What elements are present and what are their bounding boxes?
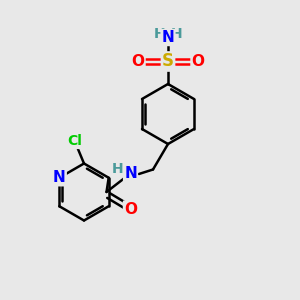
Text: O: O xyxy=(124,202,137,217)
Text: H: H xyxy=(154,27,165,41)
Text: Cl: Cl xyxy=(68,134,82,148)
Text: H: H xyxy=(171,27,182,41)
Text: N: N xyxy=(53,170,66,185)
Text: N: N xyxy=(162,30,174,45)
Text: N: N xyxy=(124,167,137,182)
Text: S: S xyxy=(162,52,174,70)
Text: H: H xyxy=(112,162,124,176)
Text: O: O xyxy=(191,54,205,69)
Text: O: O xyxy=(131,54,145,69)
